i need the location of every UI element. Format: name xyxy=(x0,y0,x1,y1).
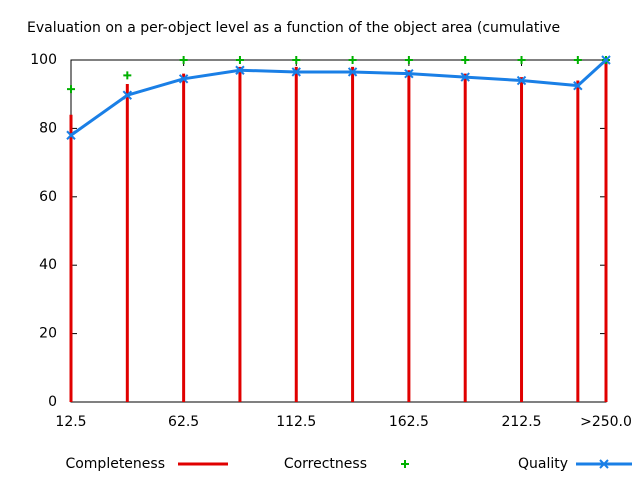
point xyxy=(291,67,301,77)
y-tick-label: 100 xyxy=(30,52,57,68)
point xyxy=(601,55,611,65)
point xyxy=(573,80,583,91)
x-tick-label: 212.5 xyxy=(501,414,541,430)
chart-title: Evaluation on a per-object level as a fu… xyxy=(27,20,560,36)
point xyxy=(516,75,527,86)
y-tick-label: 40 xyxy=(39,257,57,273)
point xyxy=(404,68,414,79)
x-tick-label: 112.5 xyxy=(276,414,316,430)
legend-label: Completeness xyxy=(65,456,165,472)
point xyxy=(404,56,413,64)
legend-swatch xyxy=(401,460,409,468)
point xyxy=(292,56,301,64)
x-tick-label: 12.5 xyxy=(55,414,86,430)
x-tick-label: 62.5 xyxy=(168,414,199,430)
point xyxy=(67,85,75,94)
point xyxy=(573,56,582,64)
legend-label: Correctness xyxy=(284,456,367,472)
y-tick-label: 60 xyxy=(39,189,57,205)
y-tick-label: 80 xyxy=(39,120,57,136)
point xyxy=(123,71,132,80)
line xyxy=(70,58,608,137)
point xyxy=(66,130,76,140)
legend-swatch xyxy=(599,459,609,469)
legend-label: Quality xyxy=(518,456,568,472)
point xyxy=(235,56,244,64)
y-tick-label: 20 xyxy=(39,326,57,342)
x-tick-label: >250.0 xyxy=(580,414,632,430)
point xyxy=(461,56,470,64)
y-tick-label: 0 xyxy=(48,394,57,410)
point xyxy=(347,67,358,77)
point xyxy=(348,56,357,64)
point xyxy=(460,72,470,82)
point xyxy=(122,90,133,100)
plot-border xyxy=(70,59,607,403)
point xyxy=(235,65,245,75)
point xyxy=(517,56,526,64)
x-tick-label: 162.5 xyxy=(389,414,429,430)
point xyxy=(179,56,188,64)
point xyxy=(178,74,189,84)
